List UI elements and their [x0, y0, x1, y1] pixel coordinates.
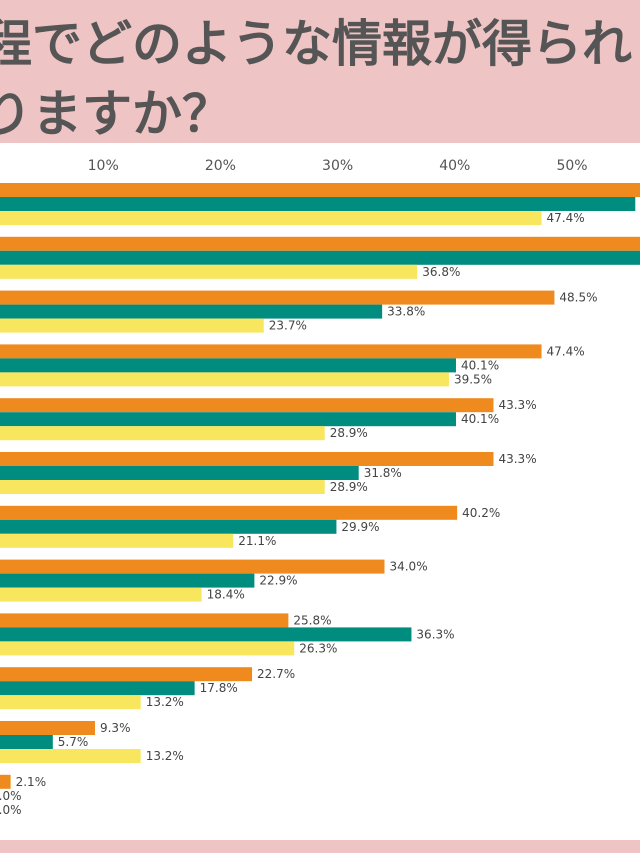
bar-series-1 [0, 183, 640, 197]
bar-series-3 [0, 318, 264, 333]
bar-series-2 [0, 304, 383, 319]
data-label: 13.2% [146, 695, 184, 709]
bar-series-2 [0, 681, 195, 696]
bar-series-2 [0, 735, 53, 749]
bar-series-3 [0, 641, 295, 656]
data-label: 47.4% [547, 344, 585, 358]
data-label: 40.1% [461, 412, 499, 426]
bar-series-1 [0, 774, 11, 789]
bar-series-3 [0, 587, 202, 602]
data-label: 22.7% [257, 667, 295, 681]
bar-series-1 [0, 236, 640, 251]
data-label: 25.8% [293, 613, 331, 627]
data-label: 40.2% [462, 506, 500, 520]
bar-series-2 [0, 412, 456, 427]
data-label: 29.9% [341, 520, 379, 534]
data-label: 2.1% [16, 775, 47, 789]
data-label: 5.7% [58, 735, 89, 749]
data-label: 31.8% [364, 466, 402, 480]
data-label: 28.9% [330, 480, 368, 494]
data-label: 13.2% [146, 749, 184, 763]
data-label: 43.3% [498, 452, 536, 466]
data-label: 28.9% [330, 426, 368, 440]
chart-title-line-1: 程でどのような情報が得られ [0, 15, 632, 73]
data-label: 36.8% [422, 265, 460, 279]
data-label: 39.5% [454, 372, 492, 386]
data-label: 26.3% [299, 641, 337, 655]
data-label: 17.8% [200, 681, 238, 695]
data-label: 34.0% [389, 560, 427, 574]
data-label: 33.8% [387, 305, 425, 319]
x-tick-label: 10% [88, 158, 119, 174]
bar-series-1 [0, 505, 458, 520]
x-tick-label: 50% [556, 158, 587, 174]
title-band [0, 0, 640, 143]
data-label: 9.3% [100, 721, 131, 735]
bar-series-2 [0, 573, 255, 588]
data-label: 43.3% [498, 398, 536, 412]
bar-series-3 [0, 749, 141, 763]
data-label: 0.0% [0, 803, 22, 817]
data-label: 0.0% [0, 789, 22, 803]
bar-series-3 [0, 695, 141, 710]
data-label: 23.7% [269, 319, 307, 333]
x-tick-label: 20% [205, 158, 236, 174]
bar-series-1 [0, 344, 542, 359]
x-tick-label: 40% [439, 158, 470, 174]
data-label: 22.9% [259, 574, 297, 588]
bar-series-3 [0, 211, 542, 225]
x-tick-label: 30% [322, 158, 353, 174]
data-label: 36.3% [416, 627, 454, 641]
data-label: 47.4% [547, 211, 585, 225]
bar-series-2 [0, 519, 337, 534]
data-label: 48.5% [559, 291, 597, 305]
bar-series-2 [0, 197, 636, 211]
bar-series-1 [0, 721, 95, 735]
bar-series-2 [0, 466, 359, 480]
footer-band [0, 840, 640, 853]
bar-series-2 [0, 627, 412, 642]
bar-series-2 [0, 358, 456, 373]
bar-series-1 [0, 667, 253, 682]
bar-series-1 [0, 398, 494, 413]
data-label: 40.1% [461, 358, 499, 372]
bar-series-1 [0, 613, 289, 628]
data-label: 21.1% [238, 534, 276, 548]
bar-series-3 [0, 533, 234, 548]
bar-series-3 [0, 372, 449, 387]
data-label: 18.4% [207, 588, 245, 602]
bar-series-1 [0, 452, 494, 466]
bar-series-3 [0, 264, 418, 279]
bar-series-2 [0, 250, 640, 265]
bar-series-3 [0, 426, 325, 441]
bar-series-3 [0, 480, 325, 494]
bar-series-1 [0, 559, 385, 574]
bar-series-1 [0, 290, 555, 305]
chart-title-line-2: りますか？ [0, 85, 232, 143]
